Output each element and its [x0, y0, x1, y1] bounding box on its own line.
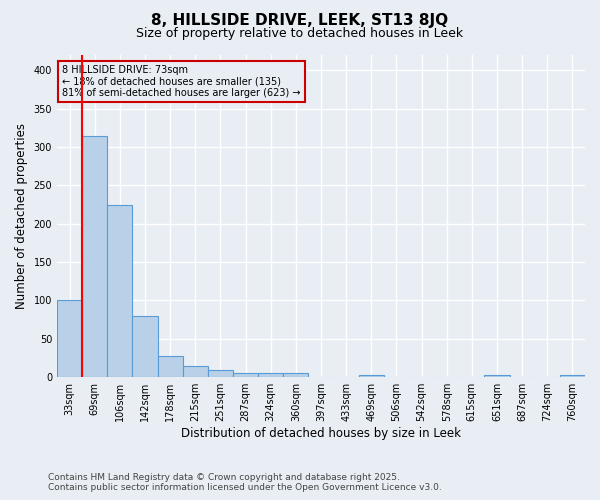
Bar [484, 375, 509, 377]
Bar [158, 356, 183, 377]
Text: 8 HILLSIDE DRIVE: 73sqm
← 18% of detached houses are smaller (135)
81% of semi-d: 8 HILLSIDE DRIVE: 73sqm ← 18% of detache… [62, 64, 301, 98]
Bar [359, 375, 384, 377]
Bar [560, 375, 585, 377]
Bar [82, 136, 107, 377]
Text: 8, HILLSIDE DRIVE, LEEK, ST13 8JQ: 8, HILLSIDE DRIVE, LEEK, ST13 8JQ [151, 12, 449, 28]
Y-axis label: Number of detached properties: Number of detached properties [15, 123, 28, 309]
Bar [283, 374, 308, 377]
Bar [183, 366, 208, 377]
Text: Contains HM Land Registry data © Crown copyright and database right 2025.
Contai: Contains HM Land Registry data © Crown c… [48, 473, 442, 492]
Bar [133, 316, 158, 377]
Text: Size of property relative to detached houses in Leek: Size of property relative to detached ho… [136, 28, 464, 40]
Bar [107, 204, 133, 377]
Bar [57, 300, 82, 377]
Bar [208, 370, 233, 377]
Bar [233, 374, 258, 377]
X-axis label: Distribution of detached houses by size in Leek: Distribution of detached houses by size … [181, 427, 461, 440]
Bar [258, 374, 283, 377]
